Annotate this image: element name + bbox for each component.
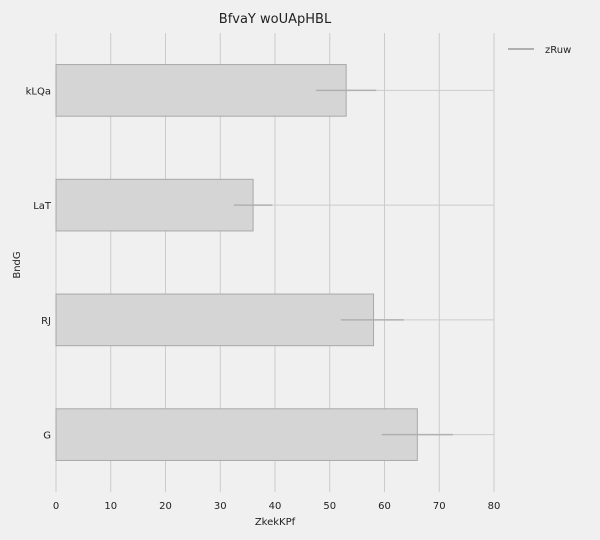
- y-tick-label: G: [43, 431, 51, 442]
- error-bars: [233, 89, 453, 436]
- x-tick-label: 40: [269, 501, 282, 512]
- bar: [55, 293, 375, 347]
- y-axis-label: BndG: [12, 251, 23, 278]
- x-tick-label: 20: [159, 501, 172, 512]
- x-tick-label: 10: [104, 501, 117, 512]
- bar: [55, 408, 418, 461]
- x-tick-label: 80: [488, 501, 501, 512]
- x-tick-label: 70: [433, 501, 446, 512]
- x-tick-label: 60: [378, 501, 391, 512]
- x-tick-labels: 0 10 20 30 40 50 60 70 80: [53, 501, 501, 512]
- x-tick-label: 0: [53, 501, 59, 512]
- y-tick-label: LaT: [33, 201, 52, 212]
- y-tick-label: kLQa: [26, 86, 51, 97]
- bar: [55, 178, 254, 232]
- x-axis-label: ZkekKPf: [255, 517, 296, 528]
- legend: zRuw: [508, 45, 571, 56]
- y-tick-labels: kLQa LaT RJ G: [26, 86, 52, 441]
- bar: [55, 64, 347, 117]
- x-tick-label: 50: [323, 501, 336, 512]
- y-tick-label: RJ: [41, 316, 51, 327]
- x-tick-label: 30: [214, 501, 227, 512]
- chart-title: BfvaY woUApHBL: [219, 12, 332, 27]
- legend-label: zRuw: [545, 45, 571, 56]
- bars: [55, 64, 418, 461]
